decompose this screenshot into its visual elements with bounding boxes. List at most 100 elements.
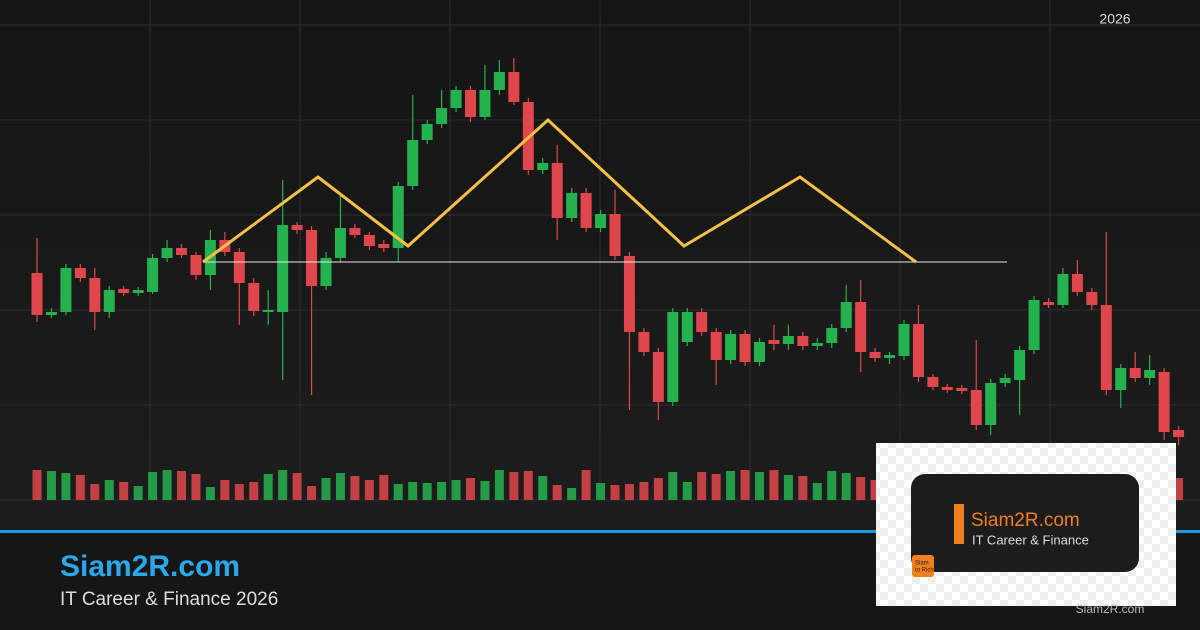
volume-bar — [639, 482, 649, 500]
candle-body — [710, 332, 722, 360]
volume-bar — [321, 478, 331, 500]
candle-body — [190, 255, 202, 275]
volume-bar — [798, 476, 808, 500]
candle-body — [739, 334, 751, 362]
volume-bar — [581, 470, 591, 500]
corner-label: 2026 — [1099, 11, 1130, 27]
volume-bar — [668, 472, 678, 500]
candle-body — [595, 214, 607, 228]
candle-body — [176, 248, 187, 255]
volume-bar — [509, 472, 519, 500]
logo-subtitle: IT Career & Finance — [972, 532, 1089, 547]
candle-body — [1071, 274, 1083, 292]
candle-body — [725, 334, 737, 360]
volume-bar — [653, 478, 663, 500]
candle-body — [320, 258, 332, 286]
candle-body — [768, 340, 780, 344]
volume-bar — [234, 484, 244, 500]
candle-body — [1043, 302, 1054, 305]
candle-body — [1086, 292, 1098, 305]
footer-subtitle: IT Career & Finance 2026 — [60, 589, 278, 610]
candle-body — [1100, 305, 1112, 390]
volume-bar — [148, 472, 158, 500]
candle-body — [927, 377, 939, 387]
footer-rule — [0, 530, 1200, 533]
candle-body — [60, 268, 72, 312]
watermark: Siam2R.com — [1076, 602, 1145, 616]
candle-body — [103, 290, 115, 312]
candle-body — [970, 390, 982, 425]
candle-body — [306, 230, 318, 286]
badge-line: to Rich — [915, 568, 934, 574]
volume-bar — [538, 476, 548, 500]
logo-badge — [912, 555, 934, 577]
volume-bar — [466, 478, 475, 500]
pattern-line — [202, 117, 917, 264]
candle-body — [826, 328, 838, 343]
badge-line: Siam — [915, 561, 929, 567]
volume-bar — [75, 475, 85, 500]
candle-body — [638, 332, 650, 352]
volume-bar — [494, 470, 504, 500]
candle-body — [609, 214, 621, 256]
volume-bar — [697, 472, 707, 500]
volume-bar — [740, 470, 750, 500]
volume-bar — [856, 477, 866, 500]
volume-bar — [769, 470, 779, 500]
volume-bar — [437, 482, 447, 500]
candle-body — [884, 355, 896, 358]
candle-body — [248, 283, 260, 311]
candle-body — [652, 352, 664, 402]
candle-body — [869, 352, 881, 358]
candle-body — [277, 225, 289, 312]
volume-bar — [46, 471, 56, 500]
volume-bar — [205, 487, 215, 500]
logo-title: Siam2R.com — [971, 510, 1080, 531]
candle-body — [436, 108, 448, 124]
volume-bar — [523, 471, 533, 500]
volume-bar — [841, 473, 851, 500]
volume-bar — [350, 476, 360, 500]
candle-body — [1158, 372, 1170, 432]
candle-body — [132, 290, 144, 293]
candle-body — [1057, 274, 1069, 305]
candle-body — [147, 258, 159, 292]
candle-body — [378, 244, 390, 248]
volume-bar — [278, 470, 288, 500]
volume-bar — [220, 480, 230, 500]
candle-body — [363, 235, 375, 246]
candle-body — [1129, 368, 1141, 378]
candle-body — [667, 312, 679, 402]
logo-card — [911, 474, 1139, 572]
candle-body — [74, 268, 86, 278]
candle-body — [537, 163, 549, 170]
candle-body — [1028, 300, 1040, 350]
volume-bar — [596, 483, 606, 500]
volume-bar — [422, 483, 432, 500]
volume-bar — [90, 484, 100, 500]
candle-body — [450, 90, 462, 108]
candle-body — [566, 193, 578, 218]
volume-bar — [624, 484, 634, 500]
volume-bar — [552, 485, 562, 500]
volume-bar — [393, 484, 403, 500]
volume-bar — [408, 482, 418, 500]
candle-body — [840, 302, 852, 328]
candle-body — [941, 387, 953, 390]
logo-bar — [954, 504, 964, 544]
volume-bar — [711, 474, 721, 500]
volume-bar — [364, 480, 374, 500]
volume-bar — [104, 480, 114, 500]
volume-bar — [827, 471, 837, 500]
volume-bar — [307, 486, 317, 500]
candle-body — [118, 289, 130, 293]
volume-bar — [249, 482, 259, 500]
candle-body — [1144, 370, 1156, 378]
candle-body — [623, 256, 635, 332]
candle-body — [421, 124, 433, 140]
candle-body — [912, 324, 924, 377]
volume-bar — [162, 470, 172, 500]
candle-body — [681, 312, 693, 342]
candle-body — [31, 273, 43, 315]
candle-body — [233, 252, 245, 283]
